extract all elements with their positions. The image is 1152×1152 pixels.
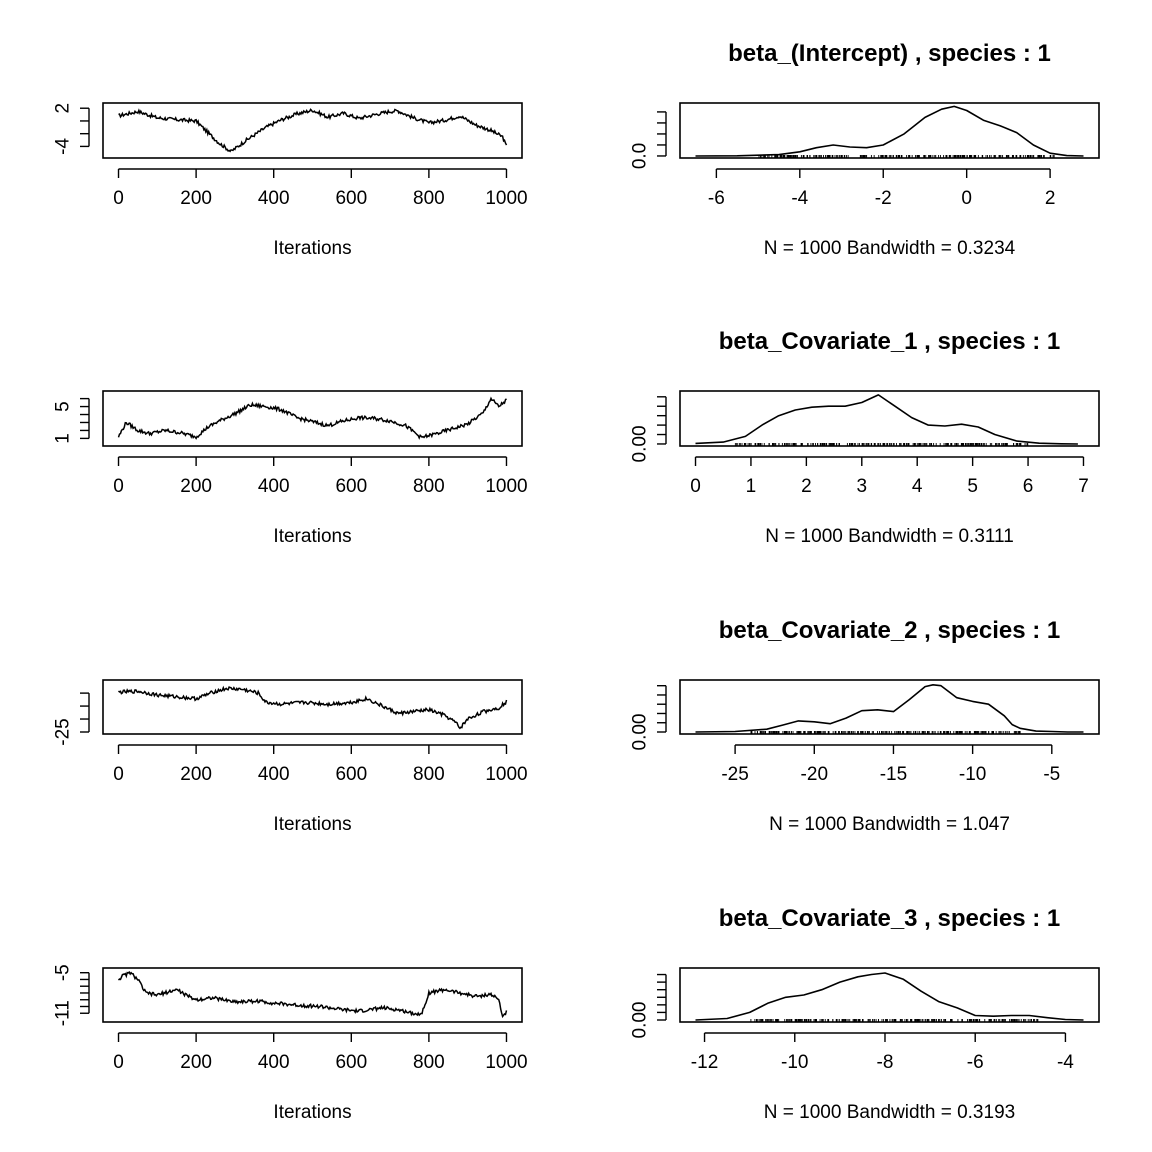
x-tick-label: -25: [721, 764, 748, 785]
y-tick-label: 0.00: [630, 425, 651, 462]
x-tick-label: 5: [967, 476, 978, 497]
plot-frame: [102, 102, 523, 159]
x-tick-label: 0: [113, 1052, 124, 1073]
x-tick-label: -12: [691, 1052, 718, 1073]
x-tick-label: 3: [856, 476, 867, 497]
x-tick-label: -10: [959, 764, 986, 785]
x-tick-label: 2: [801, 476, 812, 497]
rug-marks: [734, 443, 1029, 446]
plot-frame: [102, 679, 523, 735]
x-tick-label: 0: [113, 188, 124, 209]
trace-line: [117, 396, 508, 440]
panel-2-density: beta_(Intercept) , species : 1 -6 -4 -2 0 2 0.…: [630, 40, 1100, 259]
x-tick-label: 2: [1045, 188, 1056, 209]
x-tick-label: 200: [180, 764, 212, 785]
x-tick-label: 600: [335, 188, 367, 209]
x-axis-label: N = 1000 Bandwidth = 0.3193: [764, 1102, 1015, 1123]
trace-line: [117, 970, 508, 1019]
x-axis-label: Iterations: [273, 238, 351, 259]
y-tick-label: 0.00: [630, 1002, 651, 1039]
y-tick-label: 2: [53, 103, 74, 114]
panel-title: beta_Covariate_3 , species : 1: [719, 905, 1061, 932]
x-tick-label: 6: [1023, 476, 1034, 497]
x-tick-label: 0: [961, 188, 972, 209]
panel-4-density: beta_Covariate_1 , species : 1 0 1 2 3 4 5 6 7 0.…: [630, 328, 1100, 547]
y-tick-label: -4: [53, 138, 74, 155]
trace-line: [118, 108, 508, 153]
x-tick-label: 1000: [485, 764, 527, 785]
x-axis-label: Iterations: [273, 526, 351, 547]
x-tick-label: 600: [335, 764, 367, 785]
panel-6-density: beta_Covariate_2 , species : 1 -25 -20 -15 -…: [630, 617, 1100, 835]
x-tick-label: 800: [413, 764, 445, 785]
panel-title: beta_Covariate_2 , species : 1: [719, 617, 1061, 644]
x-tick-label: -4: [791, 188, 808, 209]
y-tick-label: -5: [53, 964, 74, 981]
panel-3-trace: 0 200 400 600 800 1000 1 5 Iterations: [53, 390, 528, 547]
panel-7-trace: 0 200 400 600 800 1000 -11 -5 Iterations: [53, 964, 528, 1123]
x-tick-label: -6: [708, 188, 725, 209]
x-tick-label: 800: [413, 1052, 445, 1073]
x-tick-label: 800: [413, 476, 445, 497]
y-tick-label: 0.00: [630, 714, 651, 751]
panel-1-trace: 0 200 400 600 800 1000 2 -4 Iterations: [53, 102, 528, 259]
plot-frame: [102, 390, 523, 447]
x-axis-label: N = 1000 Bandwidth = 0.3111: [765, 526, 1014, 547]
rug-marks: [750, 731, 1021, 734]
x-tick-label: 600: [335, 1052, 367, 1073]
x-tick-label: 0: [113, 764, 124, 785]
panel-5-trace: 0 200 400 600 800 1000 -25 Iterations: [53, 679, 528, 835]
plot-frame: [679, 102, 1100, 159]
trace-line: [117, 685, 508, 730]
x-tick-label: 7: [1078, 476, 1089, 497]
density-curve: [695, 972, 1084, 1021]
x-tick-label: 400: [258, 476, 290, 497]
panel-title: beta_Covariate_1 , species : 1: [719, 328, 1061, 355]
x-tick-label: -15: [880, 764, 907, 785]
density-curve: [695, 105, 1084, 157]
x-tick-label: 600: [335, 476, 367, 497]
x-tick-label: 400: [258, 764, 290, 785]
x-tick-label: 1000: [485, 1052, 527, 1073]
density-curve: [695, 394, 1078, 445]
x-tick-label: 1000: [485, 188, 527, 209]
plot-frame: [679, 679, 1100, 735]
panel-title: beta_(Intercept) , species : 1: [728, 40, 1051, 67]
x-tick-label: 200: [180, 1052, 212, 1073]
x-tick-label: 200: [180, 188, 212, 209]
rug-marks: [750, 1019, 1039, 1022]
y-tick-label: 0.0: [630, 143, 651, 169]
x-tick-label: 1000: [485, 476, 527, 497]
x-axis-label: N = 1000 Bandwidth = 0.3234: [764, 238, 1016, 259]
x-tick-label: 1: [746, 476, 757, 497]
x-axis-label: N = 1000 Bandwidth = 1.047: [769, 814, 1010, 835]
x-tick-label: -6: [967, 1052, 984, 1073]
x-tick-label: -2: [875, 188, 892, 209]
x-tick-label: 800: [413, 188, 445, 209]
plot-frame: [102, 967, 523, 1023]
x-tick-label: 200: [180, 476, 212, 497]
y-tick-label: 1: [53, 433, 74, 444]
x-tick-label: -4: [1057, 1052, 1074, 1073]
y-tick-label: -25: [53, 718, 74, 745]
x-axis-label: Iterations: [273, 1102, 351, 1123]
rug-marks: [758, 155, 1055, 158]
x-tick-label: -8: [877, 1052, 894, 1073]
density-curve: [695, 683, 1084, 733]
x-tick-label: 400: [258, 188, 290, 209]
x-axis-label: Iterations: [273, 814, 351, 835]
x-tick-label: -5: [1043, 764, 1060, 785]
x-tick-label: -10: [781, 1052, 808, 1073]
x-tick-label: 0: [690, 476, 701, 497]
x-tick-label: -20: [801, 764, 828, 785]
x-tick-label: 400: [258, 1052, 290, 1073]
x-tick-label: 4: [912, 476, 923, 497]
panel-8-density: beta_Covariate_3 , species : 1 -12 -10 -8 -6…: [630, 905, 1100, 1123]
x-tick-label: 0: [113, 476, 124, 497]
y-tick-label: 5: [53, 401, 74, 412]
y-tick-label: -11: [53, 1000, 74, 1026]
